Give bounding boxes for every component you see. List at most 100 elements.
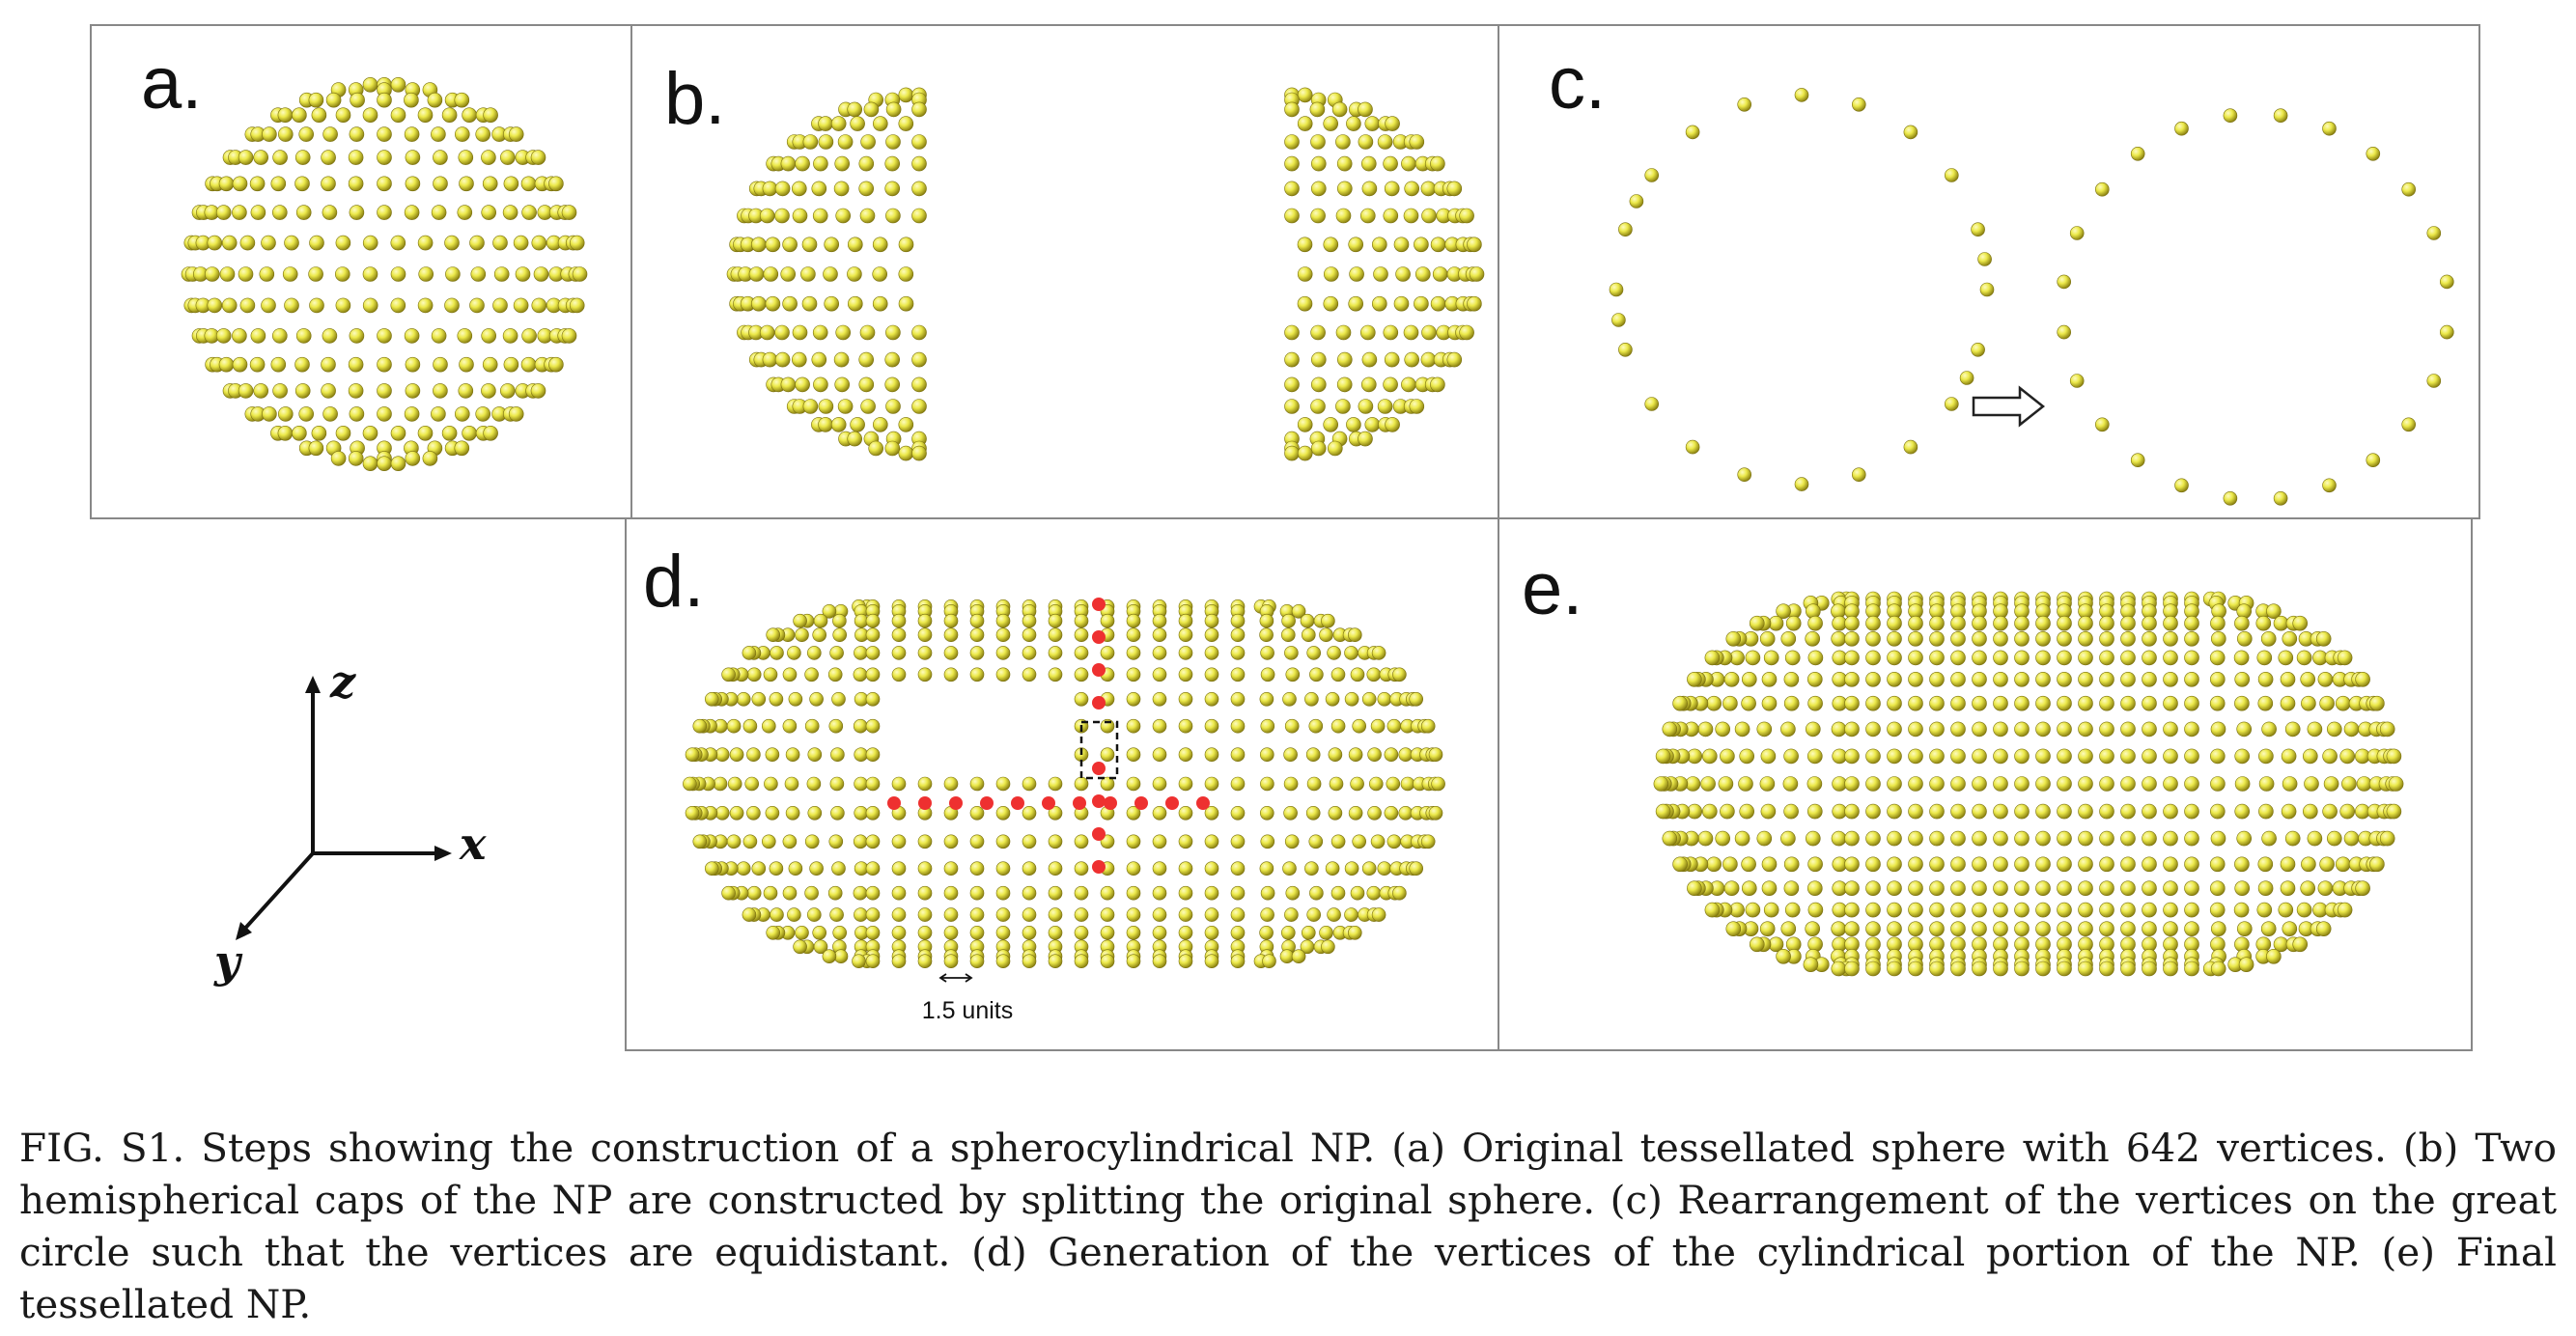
vertex-bead [1887,630,1902,647]
vertex-bead [1950,650,1966,666]
vertex-bead [898,87,914,103]
vertex-bead [322,126,338,142]
vertex-bead [458,150,474,165]
vertex-bead [1783,748,1799,765]
vertex-bead [1306,907,1321,922]
vertex-bead [1348,805,1363,821]
vertex-bead [827,885,843,901]
vertex-bead [377,126,392,142]
vertex-bead [349,406,365,422]
equidistant-vertex [2057,274,2071,290]
vertex-bead [499,383,516,399]
vertex-bead [1725,630,1742,647]
vertex-bead [292,107,307,123]
vertex-bead [1972,671,1987,687]
vertex-bead [1807,650,1824,666]
vertex-bead [2266,948,2282,964]
vertex-bead [1204,776,1219,792]
vertex-bead [969,834,985,849]
vertex-bead [1383,208,1399,224]
vertex-bead [1398,747,1414,763]
vertex-bead [811,351,827,368]
vertex-bead [270,176,287,192]
vertex-bead [1993,830,2008,847]
vertex-bead [852,954,866,969]
vertex-bead [1972,830,1987,847]
vertex-bead [1358,399,1374,414]
vertex-bead [1152,747,1167,763]
vertex-bead [422,451,438,466]
vertex-bead [1361,155,1377,172]
vertex-bead [2163,880,2178,897]
vertex-bead [1383,155,1398,172]
vertex-bead [1306,776,1322,792]
vertex-bead [1324,266,1339,282]
vertex-bead [2236,830,2252,847]
vertex-bead [1428,805,1443,821]
vertex-bead [417,235,434,251]
vertex-bead [2099,960,2114,977]
vertex-bead [277,107,294,123]
vertex-bead [761,834,776,849]
vertex-bead [1431,776,1445,792]
vertex-bead [1420,351,1437,368]
vertex-bead [1908,650,1923,666]
vertex-bead [444,297,460,314]
vertex-bead [1310,399,1326,414]
vertex-bead [2078,650,2093,666]
vertex-bead [1126,691,1141,707]
vertex-bead [2184,615,2199,631]
vertex-bead [1178,885,1193,901]
vertex-bead [858,155,875,172]
vertex-bead [1805,630,1820,647]
vertex-bead [2319,856,2335,873]
vertex-bead [2211,921,2226,937]
vertex-bead [818,399,834,414]
vertex-bead [824,295,840,312]
vertex-bead [830,116,847,131]
vertex-bead [1323,116,1338,131]
vertex-bead [362,297,378,314]
vertex-bead [1358,431,1373,447]
vertex-bead [1420,718,1436,734]
vertex-bead [847,237,863,253]
vertex-bead [1807,880,1823,897]
vertex-bead [802,399,819,414]
vertex-bead [2184,671,2199,687]
panel-frames [90,24,2480,1051]
vertex-bead [322,205,338,220]
vertex-bead [1204,954,1219,969]
vertex-bead [418,266,434,282]
vertex-bead [865,834,881,849]
vertex-bead [531,297,547,314]
equidistant-vertex [2223,490,2238,506]
vertex-bead [830,805,845,821]
vertex-bead [1310,440,1327,457]
vertex-bead [917,646,933,660]
great-circle-vertex [1629,194,1644,209]
vertex-bead [2078,671,2093,687]
vertex-bead [2142,748,2157,765]
vertex-bead [1377,399,1393,414]
vertex-bead [2035,960,2051,977]
vertex-bead [995,925,1011,940]
vertex-bead [362,77,378,93]
vertex-bead [1972,630,1987,647]
vertex-bead [219,266,236,282]
vertex-bead [1972,880,1987,897]
vertex-bead [348,150,364,165]
vertex-bead [271,328,288,344]
vertex-bead [1972,921,1987,937]
vertex-bead [854,646,868,660]
vertex-bead [891,646,907,660]
vertex-bead [309,297,324,314]
vertex-bead [1950,960,1966,977]
vertex-bead [1349,266,1364,282]
vertex-bead [2260,921,2277,937]
equidistant-vertex [2440,274,2454,290]
vertex-bead [1415,266,1431,282]
great-circle-vertex [1611,313,1626,327]
vertex-bead [1284,155,1300,172]
vertex-bead [1687,880,1702,897]
vertex-bead [744,776,760,792]
